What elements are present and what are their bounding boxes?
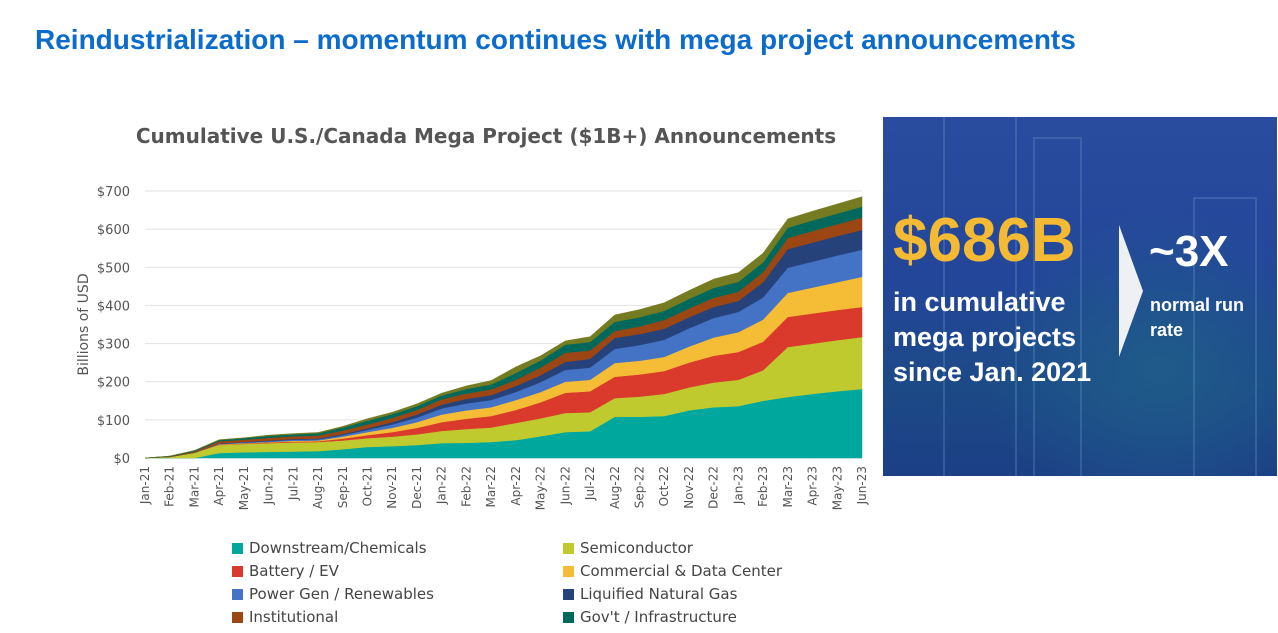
legend-label: Battery / EV [249, 562, 339, 580]
x-tick-label: Jan-23 [731, 466, 745, 505]
x-tick-label: May-22 [534, 466, 548, 510]
x-tick-label: Jun-22 [558, 466, 572, 505]
x-tick-label: Jun-21 [262, 466, 276, 505]
legend-swatch [563, 588, 574, 600]
legend-swatch [232, 611, 243, 623]
legend-swatch [563, 611, 574, 623]
y-tick-label: $200 [97, 376, 130, 391]
area-series-other-8 [144, 196, 863, 459]
x-tick-label: Jun-23 [855, 466, 869, 505]
legend-label: Gov't / Infrastructure [580, 608, 737, 626]
y-tick-label: $500 [97, 261, 130, 276]
x-tick-label: Jan-21 [138, 466, 152, 505]
y-tick-label: $700 [97, 185, 130, 200]
x-tick-label: Aug-21 [311, 466, 325, 509]
y-axis-label: Billions of USD [76, 273, 92, 375]
legend-label: Liquified Natural Gas [580, 585, 738, 603]
x-tick-label: Apr-23 [806, 466, 820, 506]
x-tick-label: Feb-22 [459, 466, 473, 507]
x-tick-label: Jan-22 [435, 466, 449, 505]
x-tick-label: Apr-22 [509, 466, 523, 506]
legend-swatch [232, 542, 243, 554]
legend-swatch [232, 588, 243, 600]
legend-item: Commercial & Data Center [563, 561, 823, 581]
y-tick-label: $400 [97, 299, 130, 314]
x-tick-label: Dec-22 [707, 466, 721, 509]
y-tick-label: $0 [113, 452, 130, 467]
y-tick-label: $600 [97, 223, 130, 238]
legend-label: Semiconductor [580, 539, 693, 557]
x-tick-label: Sep-21 [336, 466, 350, 508]
x-tick-label: Feb-21 [163, 466, 177, 507]
legend-label: Downstream/Chemicals [249, 539, 427, 557]
x-tick-label: Apr-21 [212, 466, 226, 506]
headline-subtext: in cumulative mega projects since Jan. 2… [893, 287, 1092, 387]
legend-swatch [232, 565, 243, 577]
callout-panel: $686B in cumulative mega projects since … [883, 117, 1277, 476]
x-tick-label: Dec-21 [410, 466, 424, 509]
x-tick-label: Mar-23 [781, 466, 795, 507]
x-tick-label: Oct-22 [657, 466, 671, 506]
x-tick-label: Nov-22 [682, 466, 696, 509]
legend-item: Gov't / Infrastructure [563, 607, 823, 627]
slide-title: Reindustrialization – momentum continues… [35, 24, 1076, 55]
chevron-right-arrow-icon [1119, 225, 1143, 357]
legend-swatch [563, 542, 574, 554]
chart-title: Cumulative U.S./Canada Mega Project ($1B… [135, 124, 837, 148]
multiplier-value: ~3X [1149, 227, 1229, 276]
legend-label: Institutional [249, 608, 339, 626]
x-tick-label: Sep-22 [632, 466, 646, 508]
x-tick-label: May-23 [830, 466, 844, 510]
x-tick-label: Aug-22 [608, 466, 622, 509]
x-tick-label: Oct-21 [361, 466, 375, 506]
headline-value: $686B [893, 206, 1076, 275]
x-tick-label: Mar-22 [484, 466, 498, 507]
x-tick-label: Jul-22 [583, 466, 597, 501]
multiplier-subtext: normal run rate [1150, 295, 1245, 340]
x-tick-label: Feb-23 [756, 466, 770, 507]
x-tick-label: Jul-21 [286, 466, 300, 501]
legend-item: Institutional [232, 607, 563, 627]
legend-item: Downstream/Chemicals [232, 538, 563, 558]
legend-item: Semiconductor [563, 538, 823, 558]
x-tick-label: Mar-21 [187, 466, 201, 507]
chart-legend: Downstream/Chemicals Semiconductor Battery… [232, 538, 823, 627]
x-tick-label: Nov-21 [385, 466, 399, 509]
legend-item: Power Gen / Renewables [232, 584, 563, 604]
legend-item: Liquified Natural Gas [563, 584, 823, 604]
legend-swatch [563, 565, 574, 577]
y-tick-label: $300 [97, 338, 130, 353]
x-tick-label: May-21 [237, 466, 251, 510]
stacked-area-chart: $0 $100 $200 $300 $400 $500 $600 $700 Billions o… [76, 185, 869, 510]
y-tick-label: $100 [97, 414, 130, 429]
legend-label: Power Gen / Renewables [249, 585, 434, 603]
legend-item: Battery / EV [232, 561, 563, 581]
legend-label: Commercial & Data Center [580, 562, 783, 580]
